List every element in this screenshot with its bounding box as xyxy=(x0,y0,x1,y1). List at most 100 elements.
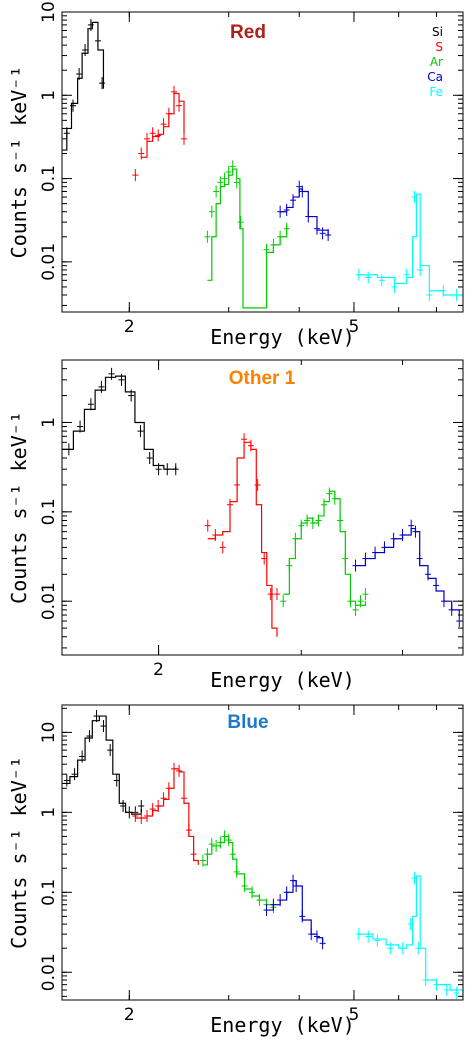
data-point xyxy=(325,229,332,242)
x-axis-label: Energy (keV) xyxy=(210,668,355,692)
data-point xyxy=(138,800,145,813)
data-point xyxy=(391,280,398,293)
data-point xyxy=(390,532,397,545)
data-point xyxy=(93,710,100,723)
data-point xyxy=(219,541,226,554)
data-point xyxy=(172,463,179,476)
data-point xyxy=(313,222,320,235)
data-point xyxy=(319,937,326,950)
x-tick-label: 5 xyxy=(349,1005,360,1025)
data-point xyxy=(422,974,429,987)
data-point xyxy=(456,615,463,628)
data-point xyxy=(296,180,303,193)
data-point xyxy=(155,129,162,142)
data-point xyxy=(144,132,151,145)
y-axis-label: Counts s⁻¹ keV⁻¹ xyxy=(7,756,31,949)
data-point xyxy=(77,420,84,433)
data-point xyxy=(86,730,93,743)
data-point xyxy=(208,205,215,218)
data-point xyxy=(315,514,322,527)
data-point xyxy=(270,238,277,251)
data-point xyxy=(254,478,261,491)
x-axis-label: Energy (keV) xyxy=(210,325,355,349)
x-tick-label: 2 xyxy=(124,317,135,337)
data-point xyxy=(225,165,232,178)
data-point xyxy=(286,559,293,572)
data-point xyxy=(164,463,171,476)
data-point xyxy=(165,107,172,120)
model-line xyxy=(135,768,199,865)
data-point xyxy=(249,886,256,899)
data-point xyxy=(98,380,105,393)
plot-frame xyxy=(61,704,464,1001)
panel-0: 2 5 0.01 0.1 1 10 Red Energy (keV) Counts s⁻¹ ke… xyxy=(7,1,464,349)
data-point xyxy=(233,176,240,189)
data-point xyxy=(160,792,167,805)
data-point xyxy=(234,478,241,491)
data-point xyxy=(204,848,211,861)
model-line xyxy=(358,193,463,297)
data-point xyxy=(411,191,418,204)
data-point xyxy=(270,898,277,911)
data-point xyxy=(399,942,406,955)
data-point xyxy=(241,433,248,446)
data-point xyxy=(440,284,447,297)
data-point xyxy=(176,764,183,777)
data-point xyxy=(94,34,101,47)
data-point xyxy=(277,230,284,243)
model-line xyxy=(207,441,278,637)
data-point xyxy=(138,147,145,160)
data-point xyxy=(144,810,151,823)
data-point xyxy=(132,169,139,182)
data-point xyxy=(378,274,385,287)
legend-entry: Ar xyxy=(430,55,443,69)
plot-frame xyxy=(61,359,464,656)
data-point xyxy=(63,774,70,787)
data-point xyxy=(237,216,244,229)
x-axis-label: Energy (keV) xyxy=(210,1013,355,1037)
data-point xyxy=(290,194,297,207)
data-point xyxy=(170,762,177,775)
data-point xyxy=(424,568,431,581)
data-point xyxy=(355,268,362,281)
data-point xyxy=(241,879,248,892)
panel-title: Blue xyxy=(227,712,268,733)
data-point xyxy=(426,288,433,301)
data-point xyxy=(326,487,333,500)
plot-area xyxy=(62,710,463,1000)
data-point xyxy=(87,398,94,411)
data-point xyxy=(87,18,94,31)
data-point xyxy=(357,595,364,608)
y-tick-label: 10 xyxy=(39,722,59,744)
data-point xyxy=(399,529,406,542)
data-point xyxy=(280,595,287,608)
x-tick-label: 2 xyxy=(124,1005,135,1025)
data-point xyxy=(76,68,83,81)
y-tick-label: 1 xyxy=(39,807,59,818)
data-point xyxy=(155,463,162,476)
data-point xyxy=(160,118,167,131)
data-point xyxy=(170,85,177,98)
data-point xyxy=(448,603,455,616)
data-point xyxy=(453,987,460,1000)
data-point xyxy=(181,792,188,805)
data-point xyxy=(212,529,219,542)
data-point xyxy=(292,532,299,545)
plot-frame xyxy=(61,11,464,313)
data-point xyxy=(100,720,107,733)
data-point xyxy=(352,559,359,572)
y-tick-label: 1 xyxy=(39,417,59,428)
data-point xyxy=(277,894,284,907)
data-point xyxy=(225,834,232,847)
data-point xyxy=(433,579,440,592)
y-tick-label: 0.01 xyxy=(39,582,59,620)
data-point xyxy=(118,373,125,386)
data-point xyxy=(229,848,236,861)
panel-title: Red xyxy=(230,22,266,43)
data-point xyxy=(407,918,414,931)
data-point xyxy=(365,930,372,943)
data-point xyxy=(204,519,211,532)
panel-2: 2 5 0.01 0.1 1 10 Blue Energy (keV) Counts s⁻¹ k… xyxy=(7,704,464,1037)
data-point xyxy=(381,541,388,554)
